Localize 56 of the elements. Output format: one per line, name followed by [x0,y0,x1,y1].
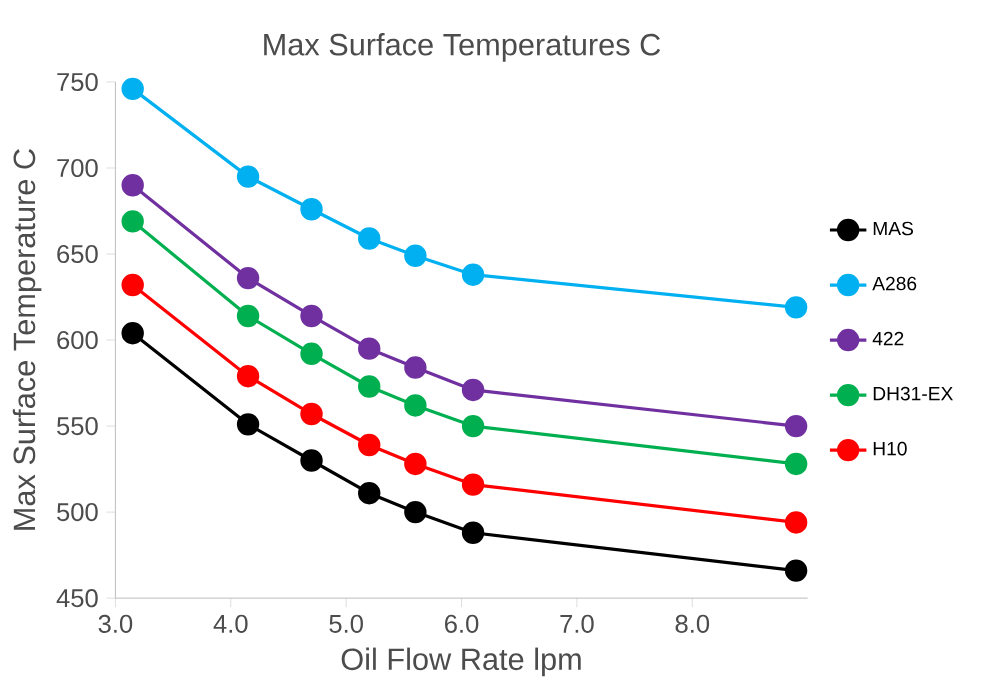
point [404,244,427,267]
point [358,375,381,398]
x-tick-label: 5.0 [329,614,363,633]
legend-label: A286 [872,276,917,291]
y-tick-label: 450 [56,588,98,608]
y-tick-label: 600 [57,330,98,350]
point [784,296,808,319]
point [461,521,485,544]
point [236,165,260,188]
point [236,364,260,388]
point [300,304,323,328]
point [461,263,485,286]
point [784,414,808,438]
point [121,210,144,233]
point [404,356,427,379]
point [358,433,381,457]
point [461,473,485,496]
y-tick-label: 650 [57,244,98,263]
point [300,197,323,221]
legend-label: MAS [873,221,913,236]
point [236,304,260,328]
y-tick-label: 550 [57,416,98,436]
point [121,173,144,197]
point [121,273,144,297]
x-tick-label: 3.0 [98,614,133,633]
legend-label: DH31-EX [873,386,953,401]
point [236,266,260,290]
point [358,481,381,505]
point [121,321,144,345]
point [404,452,427,476]
point [236,413,260,436]
x-tick-label: 4.0 [213,614,248,633]
x-axis-title: Oil Flow Rate lpm [341,647,581,677]
x-tick-label: 6.0 [445,614,479,633]
point [300,402,323,426]
x-tick-label: 7.0 [560,614,594,633]
legend-label: 422 [872,331,904,346]
point [404,394,427,417]
point [784,452,808,476]
legend-label: H10 [873,441,907,456]
y-tick-label: 500 [57,502,98,522]
chart-title: Max Surface Temperatures C [264,32,661,62]
point [404,500,427,524]
point [121,77,144,100]
y-tick-label: 750 [57,72,98,91]
y-axis-title: Max Surface Temperature C [12,149,42,530]
point [461,414,485,438]
y-tick-label: 700 [57,158,98,177]
point [784,559,808,582]
point [300,342,323,365]
point [358,227,381,250]
point [461,378,485,402]
point [358,337,381,360]
point [300,449,323,472]
point [784,511,808,534]
x-tick-label: 8.0 [675,614,710,633]
